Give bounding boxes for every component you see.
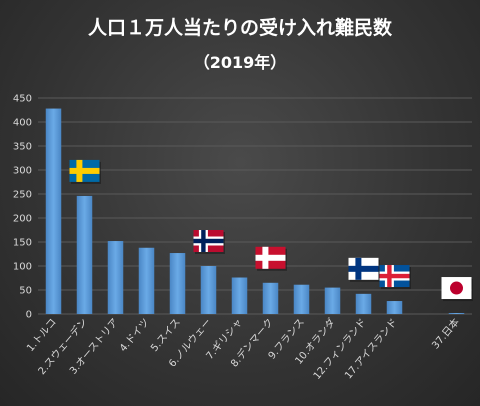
x-axis-labels: 1.トルコ2.スウェーデン3.オーストリア4.ドイツ5.スイス6.ノルウェー7.… — [25, 316, 462, 382]
x-tick-label: 17.アイスランド — [342, 316, 399, 381]
y-tick-label: 250 — [13, 190, 32, 201]
chart-subtitle: （2019年） — [194, 53, 287, 72]
chart-title: 人口１万人当たりの受け入れ難民数 — [88, 16, 393, 39]
y-tick-label: 300 — [13, 166, 32, 177]
bar — [355, 293, 372, 314]
sweden-flag-icon — [69, 159, 101, 184]
bar — [293, 284, 310, 314]
finland-flag-icon — [348, 257, 380, 282]
bar — [169, 253, 186, 314]
japan-flag-icon — [441, 277, 473, 302]
y-tick-label: 350 — [13, 142, 32, 153]
bar — [107, 241, 124, 314]
y-tick-label: 150 — [13, 238, 32, 249]
y-tick-label: 100 — [13, 262, 32, 273]
bars — [45, 108, 465, 314]
y-tick-label: 450 — [13, 94, 32, 105]
y-tick-label: 0 — [26, 310, 32, 321]
iceland-flag-icon — [379, 265, 411, 290]
bar — [262, 282, 279, 314]
x-tick-label: 37.日本 — [429, 316, 462, 352]
bar — [200, 266, 217, 314]
bar — [324, 287, 341, 314]
norway-flag-icon — [193, 230, 225, 254]
y-axis-ticks: 0 50 100 150 200 250 300 350 400 450 — [13, 94, 32, 321]
x-tick-label: 4.ドイツ — [118, 317, 152, 354]
y-tick-label: 200 — [13, 214, 32, 225]
bar — [386, 301, 403, 314]
bar — [448, 313, 465, 314]
bar — [76, 195, 93, 314]
y-tick-label: 50 — [19, 286, 32, 297]
bar — [231, 277, 248, 314]
denmark-flag-icon — [255, 246, 287, 271]
y-tick-label: 400 — [13, 118, 32, 129]
bar — [138, 247, 155, 314]
x-tick-label: 12.フィンランド — [311, 316, 369, 382]
bar — [45, 108, 62, 314]
flags — [69, 159, 473, 302]
